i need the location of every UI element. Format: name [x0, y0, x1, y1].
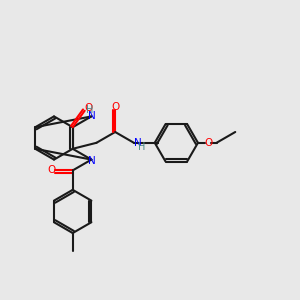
Text: O: O [204, 138, 212, 148]
Text: N: N [88, 156, 95, 166]
Text: O: O [84, 103, 92, 113]
Text: N: N [134, 138, 141, 148]
Text: N: N [88, 111, 95, 122]
Text: H: H [86, 105, 94, 116]
Text: O: O [47, 165, 56, 176]
Text: O: O [111, 102, 119, 112]
Text: H: H [138, 142, 145, 152]
